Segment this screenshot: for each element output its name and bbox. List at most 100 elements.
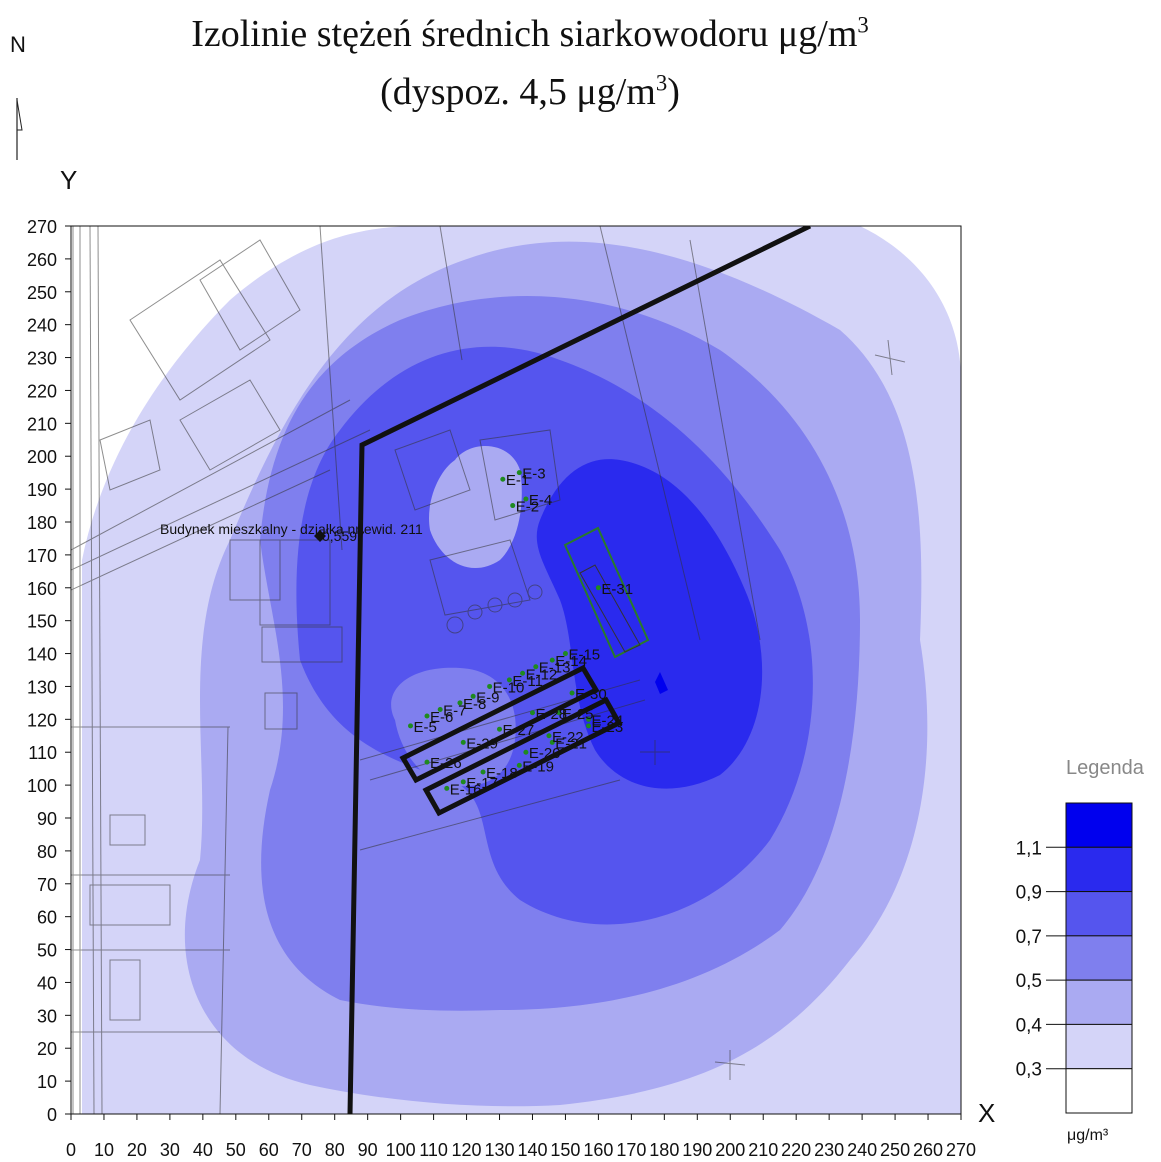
x-tick-label: 150	[550, 1140, 580, 1160]
emitter-label: E-12	[526, 666, 558, 683]
y-tick-label: 80	[37, 842, 57, 862]
x-tick-label: 250	[880, 1140, 910, 1160]
site-boundary-line	[347, 226, 812, 1114]
emitter-point-icon	[460, 739, 466, 745]
x-tick-label: 10	[94, 1140, 114, 1160]
x-tick-label: 260	[913, 1140, 943, 1160]
emitter-label: E-1	[506, 472, 529, 489]
y-tick-label: 160	[27, 579, 57, 599]
y-tick-label: 220	[27, 381, 57, 401]
x-tick-label: 70	[292, 1140, 312, 1160]
emitter-block-upper	[399, 664, 600, 784]
emitter-point-icon	[520, 670, 526, 676]
emitter-label: E-20	[529, 745, 561, 762]
y-tick-label: 210	[27, 414, 57, 434]
legend-swatch	[1065, 1068, 1133, 1114]
emitter-point-icon	[562, 651, 568, 657]
legend-unit: μg/m³	[1067, 1127, 1109, 1144]
y-tick-label: 250	[27, 283, 57, 303]
emitter-point-icon	[523, 749, 529, 755]
x-tick-label: 140	[517, 1140, 547, 1160]
y-tick-label: 240	[27, 316, 57, 336]
emitter-point-icon	[523, 496, 529, 502]
low-hole-south	[391, 667, 516, 787]
emitter-point-icon	[529, 710, 535, 716]
emitter-label: E-13	[539, 660, 571, 677]
y-tick-label: 170	[27, 546, 57, 566]
emitter-label: E-14	[555, 653, 587, 670]
legend-scale: 0,3 0,4 0,5 0,7 0,9 1,1	[1016, 802, 1133, 1114]
emitter-label: E-28	[535, 706, 567, 723]
legend-level-label: 0,7	[1016, 927, 1042, 948]
legend-title: Legenda	[1066, 757, 1144, 779]
emitter-point-icon	[497, 726, 503, 732]
north-arrow-icon	[16, 98, 23, 160]
emitter-point-icon	[533, 664, 539, 670]
y-tick-label: 0	[47, 1105, 57, 1125]
legend-swatch	[1065, 979, 1133, 1025]
emitter-point-icon	[480, 769, 486, 775]
y-tick-label: 90	[37, 809, 57, 829]
y-tick-label: 270	[27, 217, 57, 237]
receptor-marker-icon	[314, 530, 326, 542]
y-tick-label: 140	[27, 645, 57, 665]
emitter-point-icon	[470, 693, 476, 699]
x-tick-label: 20	[127, 1140, 147, 1160]
emitter-label: E-25	[562, 706, 594, 723]
emitter-label: E-4	[529, 492, 552, 509]
receptor-value: 0,5597	[322, 528, 365, 544]
y-axis-label: Y	[60, 165, 78, 195]
legend-swatch	[1065, 935, 1133, 981]
emitter-point-icon	[516, 470, 522, 476]
emitter-block-lower	[422, 696, 623, 817]
legend-level-label: 0,4	[1016, 1015, 1043, 1036]
emitter-label: E-7	[443, 702, 466, 719]
x-tick-label: 170	[616, 1140, 646, 1160]
band-over-1-1	[655, 672, 668, 694]
building-label: Budynek mieszkalny - działka nr ewid. 21…	[160, 521, 423, 537]
emitter-point-icon	[556, 710, 562, 716]
x-tick-label: 40	[193, 1140, 213, 1160]
x-tick-label: 210	[748, 1140, 778, 1160]
emitter-e31-outline	[563, 526, 650, 659]
emitter-point-icon	[487, 683, 493, 689]
x-tick-label: 80	[325, 1140, 345, 1160]
y-tick-label: 20	[37, 1039, 57, 1059]
emitter-point-icon	[460, 779, 466, 785]
y-tick-label: 180	[27, 513, 57, 533]
emitter-point-icon	[500, 476, 506, 482]
x-tick-label: 240	[847, 1140, 877, 1160]
plot-frame	[70, 225, 962, 1115]
x-tick-label: 120	[452, 1140, 482, 1160]
emitter-label: E-2	[516, 499, 539, 516]
emitter-label: E-15	[568, 647, 600, 664]
emitter-point-icon	[457, 700, 463, 706]
emitter-label: E-31	[601, 581, 633, 598]
legend-level-label: 0,5	[1016, 971, 1042, 992]
y-tick-label: 70	[37, 875, 57, 895]
emitter-point-icon	[549, 739, 555, 745]
emitter-label: E-18	[486, 765, 518, 782]
emitter-label: E-24	[592, 712, 624, 729]
emitter-e31-inner	[579, 564, 641, 653]
x-axis-label: X	[978, 1098, 996, 1128]
legend-level-label: 1,1	[1016, 838, 1042, 859]
emitter-label: E-9	[476, 689, 499, 706]
emitter-point-icon	[549, 657, 555, 663]
y-tick-label: 50	[37, 941, 57, 961]
emitter-point-icon	[444, 785, 450, 791]
emitter-point-icon	[586, 716, 592, 722]
y-tick-label: 190	[27, 480, 57, 500]
emitter-point-icon	[510, 503, 516, 509]
emitter-point-icon	[586, 723, 592, 729]
emitter-label: E-19	[522, 758, 554, 775]
low-hole-north	[429, 446, 522, 569]
emitter-point-icon	[546, 733, 552, 739]
emitter-label: E-6	[430, 709, 453, 726]
x-tick-label: 60	[259, 1140, 279, 1160]
y-tick-label: 60	[37, 908, 57, 928]
x-tick-label: 190	[682, 1140, 712, 1160]
legend-swatch	[1065, 802, 1133, 848]
emitter-label: E-3	[522, 466, 545, 483]
